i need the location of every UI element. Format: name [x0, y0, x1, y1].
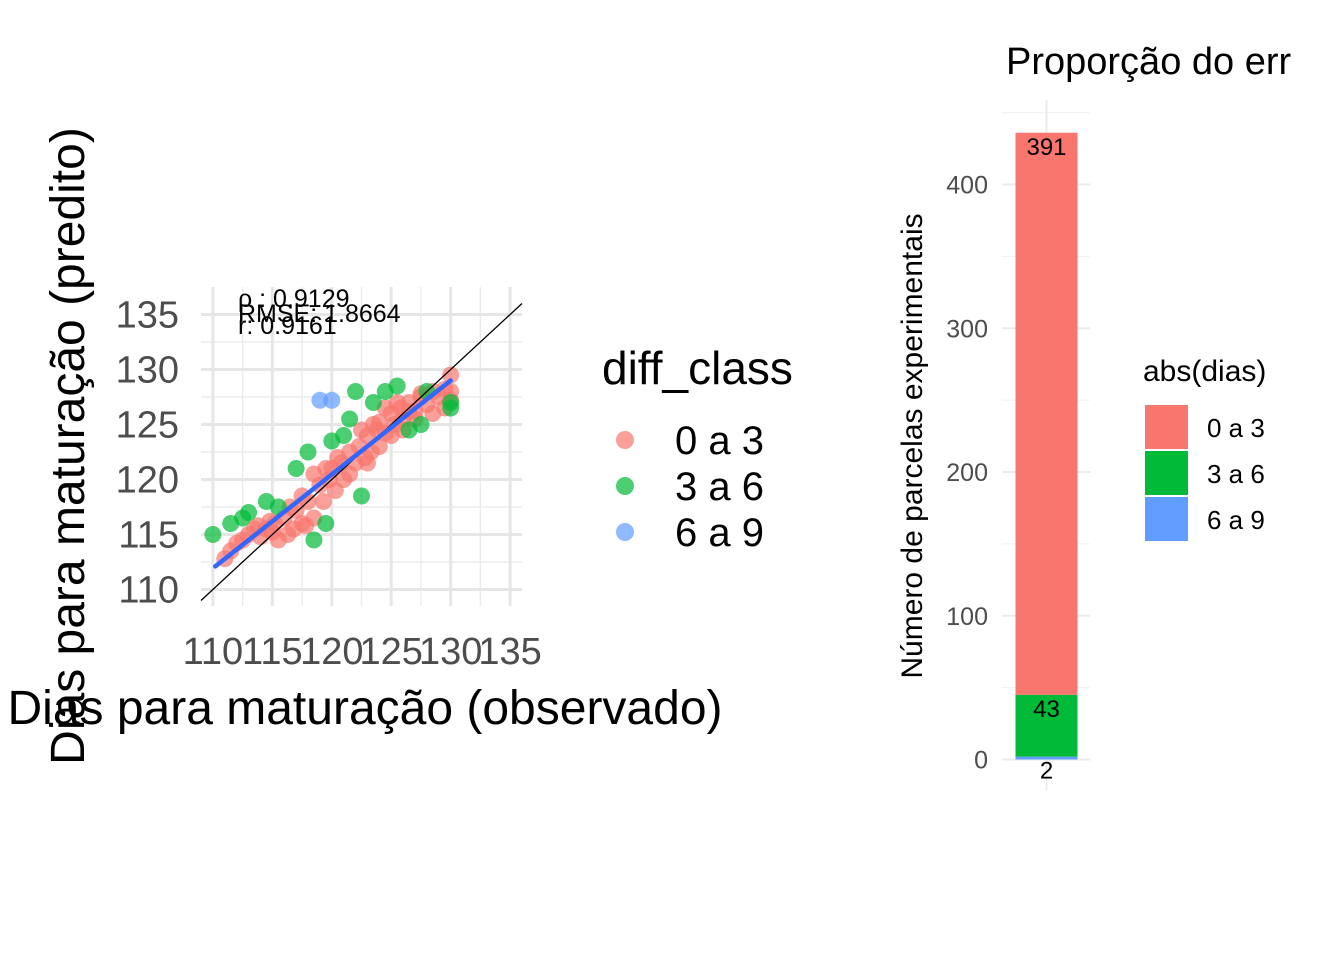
fit-line [213, 378, 453, 569]
x-tick-label: 130 [419, 631, 482, 673]
legend-key [1145, 451, 1188, 495]
bar-segment [1015, 132, 1078, 695]
legend-key [616, 523, 634, 541]
y-tick-label: 400 [946, 172, 988, 200]
bar-data-label: 2 [1040, 758, 1053, 785]
data-point [287, 460, 305, 477]
data-point [240, 504, 258, 521]
y-tick-label: 110 [118, 570, 179, 612]
data-point [353, 421, 370, 439]
data-point [341, 465, 359, 483]
data-point [335, 427, 353, 444]
data-point [400, 421, 418, 439]
x-tick-label: 120 [300, 631, 363, 673]
data-point [311, 391, 329, 409]
data-point [353, 487, 370, 505]
legend-title: abs(dias) [1143, 355, 1266, 388]
y-tick-label: 200 [946, 459, 988, 487]
annotation-rmse: RMSE: 1.8664 [238, 300, 401, 328]
legend-title: diff_class [602, 342, 793, 394]
data-point [347, 383, 365, 400]
x-tick-label: 115 [242, 631, 303, 673]
legend-key [1145, 405, 1188, 449]
data-point [314, 493, 332, 510]
data-point [204, 526, 222, 543]
data-point [358, 454, 376, 472]
chart-title: Proporção do err [1006, 41, 1291, 83]
y-tick-label: 125 [116, 405, 179, 447]
bar-data-label: 43 [1033, 696, 1060, 723]
bar-chart: 2 43 391 0 100 200 300 400 Proporção do err Númer… [896, 41, 1291, 790]
data-point [329, 449, 347, 466]
legend-label: 0 a 3 [675, 419, 764, 463]
y-tick-label: 100 [946, 603, 988, 631]
bar-segment [1015, 694, 1078, 757]
y-tick-label: 300 [946, 315, 988, 343]
data-point [364, 394, 382, 411]
x-axis-title: Dias para maturação (observado) [7, 682, 722, 735]
legend-label: 3 a 6 [675, 465, 764, 509]
data-point [341, 410, 359, 428]
y-tick-label: 115 [118, 515, 179, 557]
annotation-r: r: 0.9161 [238, 312, 337, 340]
legend-label: 6 a 9 [675, 511, 764, 555]
legend-key [1145, 497, 1188, 541]
data-point [442, 366, 460, 384]
y-axis-title: Número de parcelas experimentais [896, 213, 929, 678]
data-point [299, 443, 317, 461]
legend-key [616, 431, 634, 449]
data-point [305, 465, 323, 483]
y-axis-title: Dias para maturação (predito) [42, 127, 95, 765]
x-tick-label: 110 [183, 631, 244, 673]
data-point [317, 515, 335, 532]
data-point [376, 383, 394, 400]
x-tick-label: 125 [360, 631, 423, 673]
legend-label: 3 a 6 [1207, 459, 1265, 489]
y-tick-label: 135 [116, 295, 179, 337]
data-point [323, 391, 341, 409]
y-tick-label: 120 [116, 460, 179, 502]
y-tick-label: 130 [116, 350, 179, 392]
annotation-rho: ρ : 0.9129 [238, 285, 350, 313]
legend-key [616, 477, 634, 495]
bar-segment [1015, 756, 1078, 760]
data-point [442, 394, 460, 411]
legend-label: 0 a 3 [1207, 413, 1265, 443]
legend-label: 6 a 9 [1207, 505, 1265, 535]
y-tick-label: 0 [974, 747, 988, 775]
data-point [305, 531, 323, 549]
x-tick-label: 135 [478, 631, 541, 673]
data-point [424, 405, 442, 422]
bar-data-label: 391 [1026, 134, 1066, 161]
